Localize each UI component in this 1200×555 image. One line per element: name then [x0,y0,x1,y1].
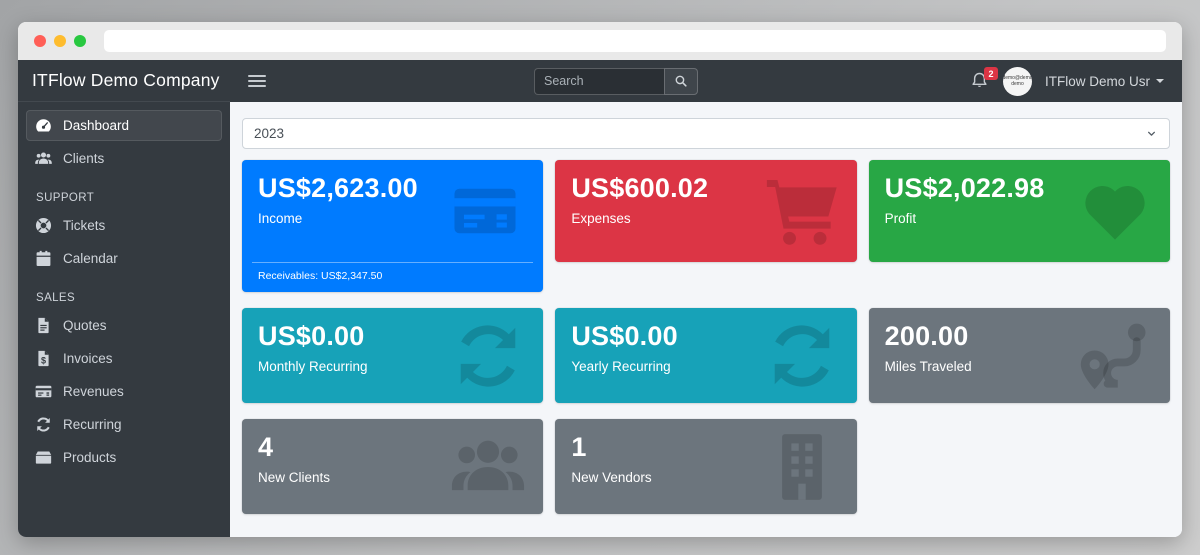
avatar[interactable]: demo@demo demo [1002,66,1032,96]
chevron-down-icon [1145,127,1158,140]
sidebar-item-products[interactable]: Products [26,442,222,473]
stat-card-expenses[interactable]: US$600.02 Expenses [555,160,857,262]
stat-value: 1 [571,432,587,462]
sidebar-item-label: Clients [63,151,105,166]
browser-titlebar [18,22,1182,60]
url-bar[interactable] [104,30,1166,52]
minimize-button[interactable] [54,35,66,47]
stat-card-new-vendors[interactable]: 1 New Vendors [555,419,857,514]
stat-label: Miles Traveled [884,359,972,375]
window-controls [34,35,86,47]
avatar-text-line1: demo@demo [1002,74,1032,81]
sidebar-item-label: Tickets [63,218,106,233]
users-icon [35,150,52,167]
stat-value: US$2,623.00 [258,173,418,203]
sidebar-item-recurring[interactable]: Recurring [26,409,222,440]
hamburger-menu-icon[interactable] [248,75,266,87]
brand-title[interactable]: ITFlow Demo Company [18,60,230,102]
sidebar-item-invoices[interactable]: Invoices [26,343,222,374]
stat-value: 4 [258,432,274,462]
user-name-label: ITFlow Demo Usr [1044,73,1150,89]
navbar-right: 2 demo@demo demo ITFlow Demo Usr [970,66,1164,96]
box-icon [35,449,52,466]
stat-value: US$2,022.98 [884,173,1045,203]
stat-cards-grid: US$2,623.00 Income Receivables: US$2,347… [242,160,1170,514]
caret-down-icon [1156,79,1164,83]
sidebar-item-label: Dashboard [63,118,130,133]
stat-label: New Clients [258,470,331,486]
sidebar-item-label: Revenues [63,384,124,399]
life-ring-icon [35,217,52,234]
sidebar-item-label: Products [63,450,117,465]
stat-card-monthly-recurring[interactable]: US$0.00 Monthly Recurring [242,308,544,403]
notifications-button[interactable]: 2 [970,67,998,91]
sync-icon [451,319,525,393]
sidebar-item-dashboard[interactable]: Dashboard [26,110,222,141]
sidebar-item-calendar[interactable]: Calendar [26,243,222,274]
heart-icon [1078,174,1152,248]
app-shell: ITFlow Demo Company Dashboard Clients SU… [18,60,1182,537]
stat-card-income[interactable]: US$2,623.00 Income Receivables: US$2,347… [242,160,544,292]
stat-value: US$0.00 [571,321,678,351]
stat-label: Expenses [571,211,631,227]
sidebar-nav: Dashboard Clients SUPPORT Tickets Calend… [18,102,230,475]
stat-footer: Receivables: US$2,347.50 [252,262,534,292]
stat-card-yearly-recurring[interactable]: US$0.00 Yearly Recurring [555,308,857,403]
stat-label: New Vendors [571,470,652,486]
sync-icon [765,319,839,393]
credit-card-icon [445,178,525,244]
sidebar-item-label: Recurring [63,417,122,432]
sidebar-item-label: Invoices [63,351,113,366]
search-icon [674,74,688,88]
stat-label: Monthly Recurring [258,359,368,375]
stat-value: US$0.00 [258,321,365,351]
search-input[interactable] [534,67,664,95]
search-group [534,67,698,95]
route-icon [1078,319,1152,393]
sidebar-section-support: SUPPORT [36,192,95,204]
avatar-text-line2: demo [1011,81,1024,87]
stat-card-miles-traveled[interactable]: 200.00 Miles Traveled [868,308,1170,403]
zoom-button[interactable] [74,35,86,47]
stat-card-new-clients[interactable]: 4 New Clients [242,419,544,514]
close-button[interactable] [34,35,46,47]
shopping-cart-icon [765,174,839,248]
notification-badge: 2 [983,67,998,80]
gauge-icon [35,117,52,134]
stat-value: 200.00 [884,321,969,351]
stat-label: Yearly Recurring [571,359,671,375]
sidebar: ITFlow Demo Company Dashboard Clients SU… [18,60,230,537]
user-menu[interactable]: ITFlow Demo Usr [1045,74,1164,89]
main-area: 2 demo@demo demo ITFlow Demo Usr [230,60,1182,537]
sidebar-item-quotes[interactable]: Quotes [26,310,222,341]
dashboard-content: 2023 US$2,623.00 Income Receivables: US$… [230,102,1182,537]
users-icon [451,430,525,504]
year-select[interactable]: 2023 [242,118,1170,149]
calendar-icon [35,250,52,267]
sidebar-section-sales: SALES [36,292,76,304]
stat-label: Profit [884,211,917,227]
year-select-value: 2023 [254,126,285,141]
search-button[interactable] [664,67,698,95]
sidebar-item-label: Quotes [63,318,107,333]
credit-card-icon [35,383,52,400]
stat-value: US$600.02 [571,173,709,203]
stat-label: Income [258,211,303,227]
browser-window: ITFlow Demo Company Dashboard Clients SU… [18,22,1182,537]
sidebar-item-tickets[interactable]: Tickets [26,210,222,241]
file-invoice-dollar-icon [35,350,52,367]
sidebar-item-label: Calendar [63,251,118,266]
top-navbar: 2 demo@demo demo ITFlow Demo Usr [230,60,1182,102]
file-lines-icon [35,317,52,334]
sidebar-item-clients[interactable]: Clients [26,143,222,174]
sync-icon [35,416,52,433]
building-icon [765,430,839,504]
stat-card-profit[interactable]: US$2,022.98 Profit [868,160,1170,262]
sidebar-item-revenues[interactable]: Revenues [26,376,222,407]
